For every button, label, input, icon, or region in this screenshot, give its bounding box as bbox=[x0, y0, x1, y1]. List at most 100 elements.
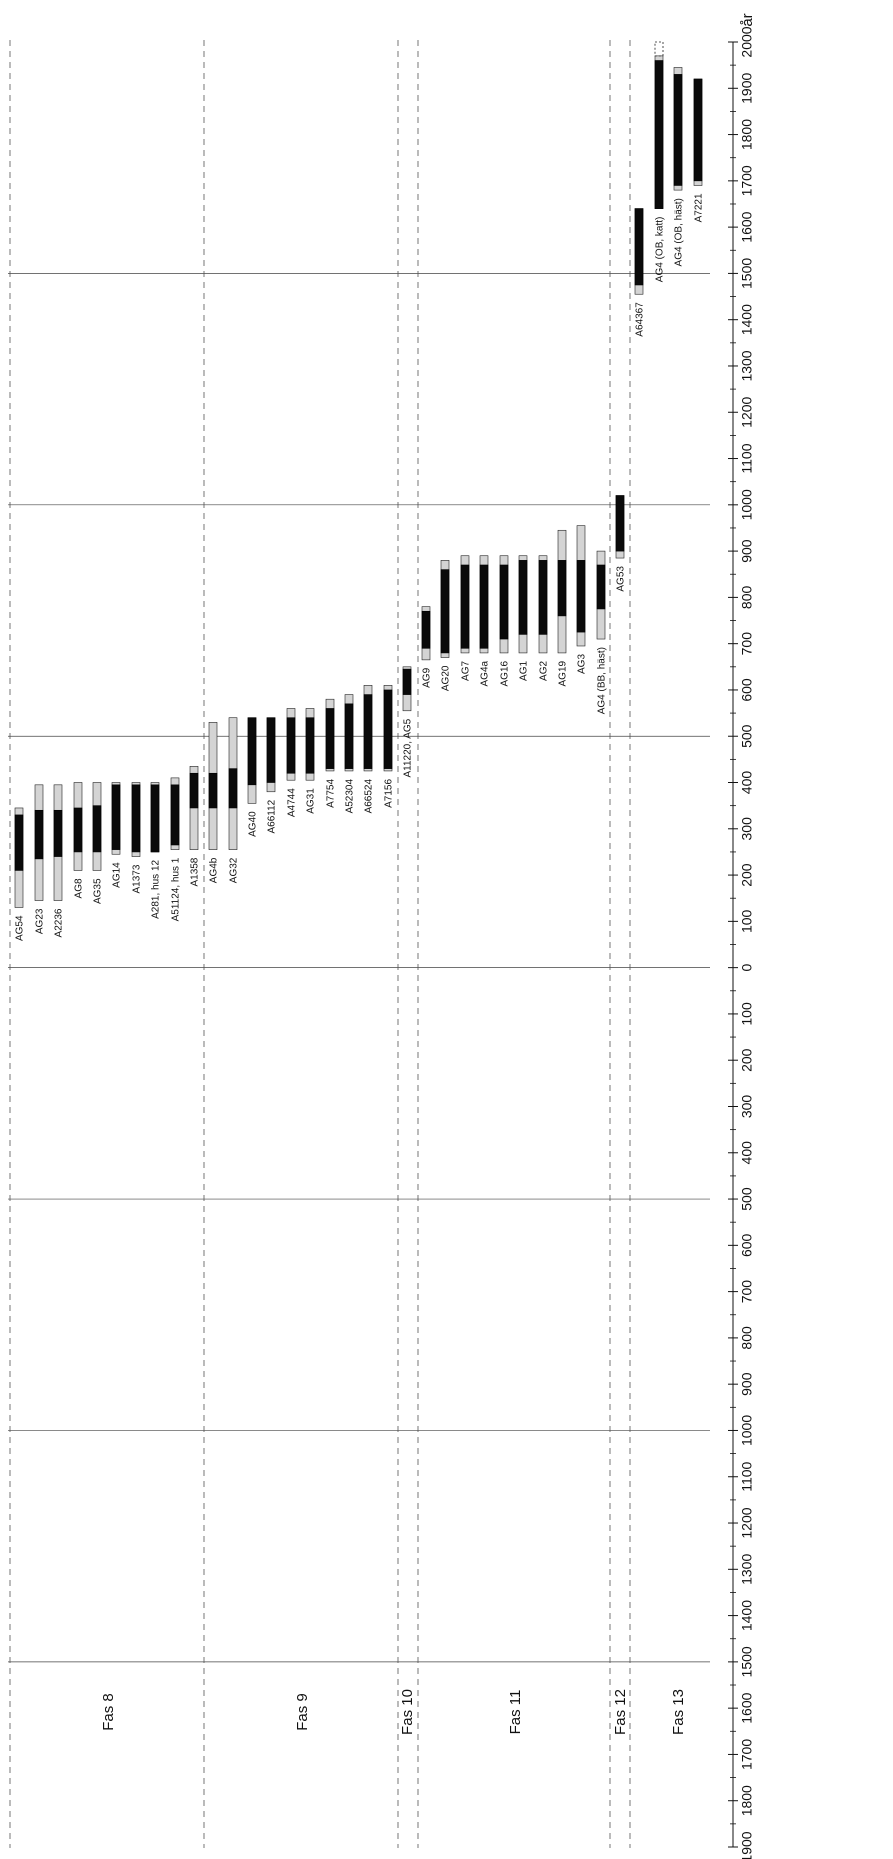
tick-label: 200 bbox=[739, 1048, 755, 1072]
range-bar bbox=[286, 708, 296, 781]
inner-interval bbox=[131, 784, 141, 853]
range-bar bbox=[596, 550, 606, 640]
range-bar bbox=[654, 41, 664, 209]
inner-interval bbox=[673, 74, 683, 186]
tick-label: 1300 bbox=[739, 1554, 755, 1585]
tick-label: 1200 bbox=[739, 396, 755, 427]
inner-interval bbox=[34, 809, 44, 860]
sample-label: AG4a bbox=[480, 660, 491, 686]
sample-label: A2236 bbox=[54, 908, 65, 937]
sample-label: AG20 bbox=[441, 665, 452, 691]
sample-label: A1358 bbox=[190, 857, 201, 886]
tick-label: 300 bbox=[739, 817, 755, 841]
sample-label: AG31 bbox=[306, 788, 317, 814]
tick-label: 400 bbox=[739, 1141, 755, 1165]
range-bar bbox=[518, 555, 528, 654]
tick-label: 1900 bbox=[739, 1831, 755, 1859]
inner-interval bbox=[576, 560, 586, 633]
tick-label: 1700 bbox=[739, 1739, 755, 1770]
range-bar bbox=[247, 717, 257, 804]
sample-label: A66112 bbox=[267, 799, 278, 833]
inner-interval bbox=[344, 703, 354, 769]
range-bar bbox=[557, 529, 567, 654]
range-bar bbox=[189, 766, 199, 850]
sample-label: AG4 (OB, häst) bbox=[674, 198, 685, 266]
tick-label: 100 bbox=[739, 1002, 755, 1026]
sample-label: A1373 bbox=[132, 864, 143, 893]
range-bar bbox=[479, 555, 489, 654]
tick-label: 1000 bbox=[739, 1415, 755, 1446]
range-bar bbox=[325, 698, 335, 772]
sample-label: A7754 bbox=[326, 779, 337, 808]
range-bar bbox=[383, 685, 393, 772]
tick-label: 700 bbox=[739, 1280, 755, 1304]
sample-label: A51124, hus 1 bbox=[171, 857, 182, 921]
sample-label: AG40 bbox=[248, 811, 259, 837]
tick-label: 900 bbox=[739, 1372, 755, 1396]
tick-label: 300 bbox=[739, 1095, 755, 1119]
tick-label: 800 bbox=[739, 585, 755, 609]
range-bar bbox=[421, 606, 431, 661]
tick-label: 700 bbox=[739, 632, 755, 656]
range-bar bbox=[363, 685, 373, 772]
tick-label: 1100 bbox=[739, 1461, 755, 1491]
sample-label: AG54 bbox=[15, 915, 26, 941]
sample-label: AG32 bbox=[229, 857, 240, 883]
range-bar bbox=[305, 708, 315, 781]
inner-interval bbox=[440, 569, 450, 654]
sample-label: AG9 bbox=[422, 667, 433, 687]
range-bar bbox=[228, 717, 238, 850]
range-bar bbox=[131, 782, 141, 857]
inner-interval bbox=[634, 208, 644, 286]
phase-label: Fas 10 bbox=[399, 1689, 416, 1735]
range-bar bbox=[73, 782, 83, 871]
inner-interval bbox=[421, 610, 431, 649]
sample-label: AG2 bbox=[539, 660, 550, 680]
sample-label: AG23 bbox=[35, 908, 46, 934]
range-bar bbox=[673, 67, 683, 191]
sample-label: A11220, AG5 bbox=[403, 718, 414, 777]
reference-lines bbox=[8, 273, 710, 1663]
inner-interval bbox=[518, 560, 528, 635]
inner-interval bbox=[92, 805, 102, 853]
range-bar bbox=[111, 782, 121, 855]
inner-interval bbox=[460, 564, 470, 649]
inner-interval bbox=[150, 784, 160, 853]
phase-label: Fas 11 bbox=[507, 1690, 524, 1735]
open-ended-interval bbox=[654, 41, 664, 57]
range-bar bbox=[440, 560, 450, 658]
tick-label: 1900 bbox=[739, 73, 755, 104]
sample-label: A52304 bbox=[345, 779, 356, 814]
inner-interval bbox=[538, 560, 548, 635]
inner-interval bbox=[247, 717, 257, 786]
tick-label: 0 bbox=[739, 964, 755, 972]
tick-label: 100 bbox=[739, 909, 755, 933]
range-bar bbox=[266, 717, 276, 793]
phase-label: Fas 13 bbox=[670, 1689, 687, 1735]
range-bar bbox=[634, 208, 644, 295]
inner-interval bbox=[111, 784, 121, 850]
sample-label: AG4 (OB, katt) bbox=[655, 217, 666, 283]
inner-interval bbox=[286, 717, 296, 774]
tick-label: 600 bbox=[739, 678, 755, 702]
tick-label: 1800 bbox=[739, 1785, 755, 1816]
phase-label: Fas 12 bbox=[612, 1689, 629, 1735]
inner-interval bbox=[189, 772, 199, 809]
tick-label: 1500 bbox=[739, 258, 755, 289]
range-bar bbox=[92, 782, 102, 871]
range-bar bbox=[150, 782, 160, 853]
tick-label: 500 bbox=[739, 724, 755, 748]
sample-label: AG1 bbox=[519, 660, 530, 680]
inner-interval bbox=[654, 60, 664, 209]
sample-label: AG35 bbox=[93, 878, 104, 904]
phase-separators bbox=[9, 40, 631, 1848]
inner-interval bbox=[557, 560, 567, 617]
tick-label: 1600 bbox=[739, 1692, 755, 1723]
tick-label: 1300 bbox=[739, 350, 755, 381]
inner-interval bbox=[14, 814, 24, 871]
year-axis: 1900180017001600150014001300120011001000… bbox=[728, 13, 756, 1859]
tick-label: 1400 bbox=[739, 304, 755, 335]
inner-interval bbox=[363, 694, 373, 769]
inner-interval bbox=[266, 717, 276, 783]
